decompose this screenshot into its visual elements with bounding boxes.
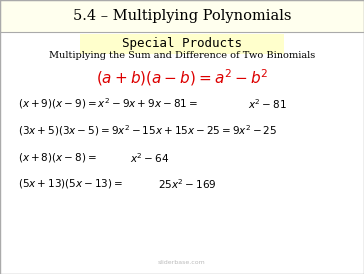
Text: Multiplying the Sum and Difference of Two Binomials: Multiplying the Sum and Difference of Tw…	[49, 52, 315, 61]
Text: $\mathit{x^2-64}$: $\mathit{x^2-64}$	[130, 151, 169, 165]
FancyBboxPatch shape	[0, 0, 364, 32]
Text: $\mathit{(x+9)(x-9)=x^2-9x+9x-81=}$: $\mathit{(x+9)(x-9)=x^2-9x+9x-81=}$	[18, 97, 198, 112]
FancyBboxPatch shape	[80, 34, 284, 54]
Text: $\mathit{25x^2-169}$: $\mathit{25x^2-169}$	[158, 177, 217, 191]
Text: 5.4 – Multiplying Polynomials: 5.4 – Multiplying Polynomials	[73, 9, 291, 23]
Text: Special Products: Special Products	[122, 38, 242, 50]
Text: $\mathit{(a+b)(a-b)=a^2-b^2}$: $\mathit{(a+b)(a-b)=a^2-b^2}$	[96, 68, 268, 88]
Text: $\mathit{(3x+5)(3x-5)=9x^2-15x+15x-25=9x^2-25}$: $\mathit{(3x+5)(3x-5)=9x^2-15x+15x-25=9x…	[18, 124, 277, 138]
Text: $\mathit{(5x+13)(5x-13)=}$: $\mathit{(5x+13)(5x-13)=}$	[18, 178, 123, 190]
Text: $\mathit{(x+8)(x-8)=}$: $\mathit{(x+8)(x-8)=}$	[18, 152, 97, 164]
Text: sliderbase.com: sliderbase.com	[158, 259, 206, 264]
Text: $\mathit{x^2-81}$: $\mathit{x^2-81}$	[248, 97, 287, 111]
